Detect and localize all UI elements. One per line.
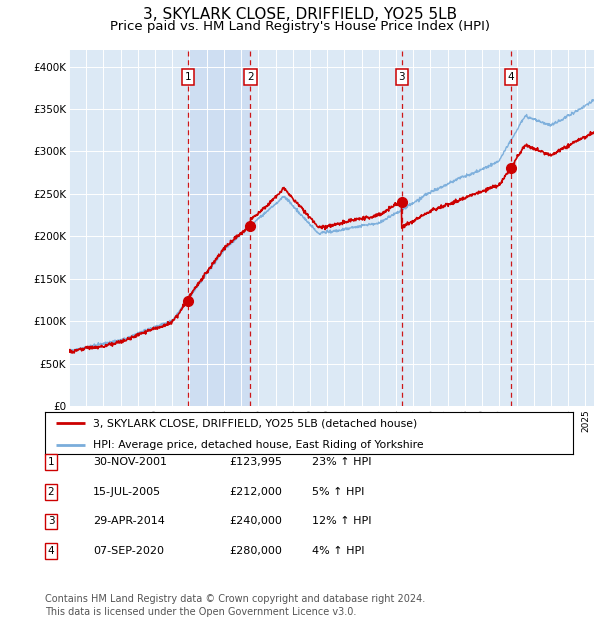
- Text: 4% ↑ HPI: 4% ↑ HPI: [312, 546, 365, 556]
- Text: 29-APR-2014: 29-APR-2014: [93, 516, 165, 526]
- Text: £123,995: £123,995: [229, 457, 282, 467]
- Text: 3, SKYLARK CLOSE, DRIFFIELD, YO25 5LB (detached house): 3, SKYLARK CLOSE, DRIFFIELD, YO25 5LB (d…: [92, 418, 417, 428]
- Text: HPI: Average price, detached house, East Riding of Yorkshire: HPI: Average price, detached house, East…: [92, 440, 423, 450]
- Text: 4: 4: [508, 72, 514, 82]
- Text: £212,000: £212,000: [229, 487, 282, 497]
- Text: 1: 1: [47, 457, 55, 467]
- Text: 4: 4: [47, 546, 55, 556]
- Text: 07-SEP-2020: 07-SEP-2020: [93, 546, 164, 556]
- Text: Price paid vs. HM Land Registry's House Price Index (HPI): Price paid vs. HM Land Registry's House …: [110, 20, 490, 33]
- Text: Contains HM Land Registry data © Crown copyright and database right 2024.
This d: Contains HM Land Registry data © Crown c…: [45, 594, 425, 617]
- Text: 30-NOV-2001: 30-NOV-2001: [93, 457, 167, 467]
- Text: 15-JUL-2005: 15-JUL-2005: [93, 487, 161, 497]
- Text: 2: 2: [247, 72, 254, 82]
- Text: 3: 3: [398, 72, 405, 82]
- Text: 1: 1: [185, 72, 191, 82]
- Text: 5% ↑ HPI: 5% ↑ HPI: [312, 487, 364, 497]
- Text: 3: 3: [47, 516, 55, 526]
- Text: £280,000: £280,000: [229, 546, 282, 556]
- Text: 3, SKYLARK CLOSE, DRIFFIELD, YO25 5LB: 3, SKYLARK CLOSE, DRIFFIELD, YO25 5LB: [143, 7, 457, 22]
- Text: £240,000: £240,000: [229, 516, 282, 526]
- Text: 2: 2: [47, 487, 55, 497]
- Text: 23% ↑ HPI: 23% ↑ HPI: [312, 457, 371, 467]
- Text: 12% ↑ HPI: 12% ↑ HPI: [312, 516, 371, 526]
- Bar: [188, 50, 250, 406]
